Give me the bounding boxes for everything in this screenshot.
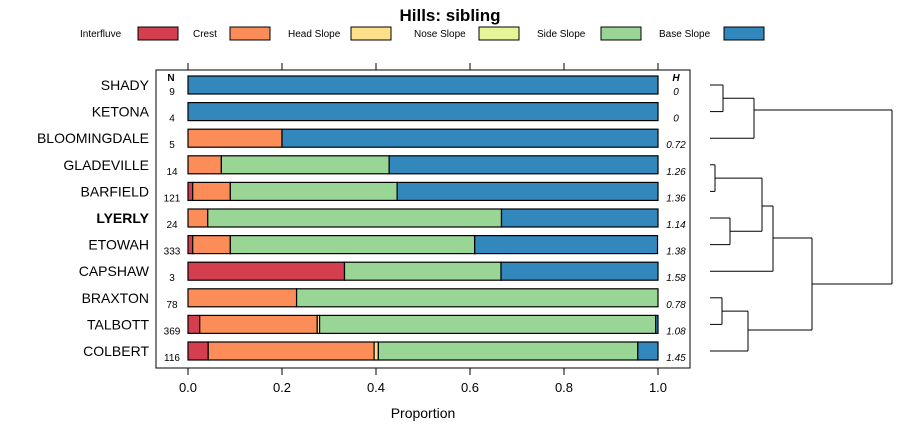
bar-segment-colbert-crest xyxy=(207,341,375,361)
bar-segment-colbert-base-slope xyxy=(637,341,659,361)
bar-segment-colbert-head-slope xyxy=(373,341,379,361)
bar-segment-lyerly-base-slope xyxy=(500,208,659,228)
h-value-talbott: 1.08 xyxy=(666,326,686,337)
n-value-etowah: 333 xyxy=(164,247,181,258)
n-value-shady: 9 xyxy=(169,87,175,98)
h-value-braxton: 0.78 xyxy=(666,300,686,311)
h-value-bloomingdale: 0.72 xyxy=(666,140,686,151)
h-value-barfield: 1.36 xyxy=(666,193,686,204)
bar-segment-lyerly-crest xyxy=(187,208,209,228)
bar-segment-lyerly-side-slope xyxy=(207,208,503,228)
y-axis-labels: SHADY KETONA BLOOMINGDALE GLADEVILLE BARFIEL… xyxy=(37,77,150,359)
row-label-bloomingdale: BLOOMINGDALE xyxy=(37,130,149,146)
n-value-gladeville: 14 xyxy=(166,167,178,178)
row-label-gladeville: GLADEVILLE xyxy=(63,157,149,173)
bar-segment-talbott-base-slope xyxy=(655,314,659,334)
bar-segment-barfield-base-slope xyxy=(396,181,659,201)
h-value-colbert: 1.45 xyxy=(666,353,686,364)
h-column-header: H xyxy=(672,73,680,84)
n-value-lyerly: 24 xyxy=(166,220,178,231)
bar-segment-etowah-base-slope xyxy=(474,235,659,255)
row-label-barfield: BARFIELD xyxy=(81,183,149,199)
plot-frame xyxy=(155,69,691,369)
bars xyxy=(187,75,659,361)
n-value-capshaw: 3 xyxy=(169,273,175,284)
n-value-colbert: 116 xyxy=(164,353,180,364)
bar-segment-talbott-side-slope xyxy=(319,314,657,334)
h-value-capshaw: 1.58 xyxy=(666,273,686,284)
x-axis: 0.0 0.2 0.4 0.6 0.8 1.0 xyxy=(179,63,667,395)
legend-label-head-slope: Head Slope xyxy=(288,29,341,40)
row-label-shady: SHADY xyxy=(101,77,150,93)
legend-swatch-crest xyxy=(229,26,271,41)
legend-swatch-base-slope xyxy=(723,26,765,41)
x-axis-label: Proportion xyxy=(391,405,456,421)
bar-segment-talbott-crest xyxy=(199,314,318,334)
n-value-braxton: 78 xyxy=(166,300,178,311)
bar-segment-gladeville-crest xyxy=(187,155,222,175)
bar-segment-etowah-side-slope xyxy=(229,235,476,255)
row-label-ketona: KETONA xyxy=(92,104,150,120)
legend-label-crest: Crest xyxy=(193,29,217,40)
n-column-header: N xyxy=(167,73,174,84)
legend-swatch-interfluve xyxy=(137,26,179,41)
n-value-bloomingdale: 5 xyxy=(169,140,175,151)
bar-segment-etowah-crest xyxy=(192,235,231,255)
legend-label-nose-slope: Nose Slope xyxy=(414,29,466,40)
bar-segment-braxton-crest xyxy=(187,288,298,308)
bar-segment-ketona-base-slope xyxy=(187,101,659,122)
bar-segment-capshaw-base-slope xyxy=(500,261,659,281)
x-tick-label: 1.0 xyxy=(649,380,667,395)
row-label-etowah: ETOWAH xyxy=(88,237,149,253)
x-tick-label: 0.4 xyxy=(367,380,385,395)
n-value-barfield: 121 xyxy=(164,193,181,204)
legend: Interfluve Crest Head Slope Nose Slope Side … xyxy=(80,26,765,41)
row-label-lyerly: LYERLY xyxy=(96,210,149,226)
bar-segment-etowah-interfluve xyxy=(187,235,194,255)
bar-segment-talbott-interfluve xyxy=(187,314,201,334)
bar-segment-bloomingdale-base-slope xyxy=(281,128,659,148)
x-tick-label: 0.2 xyxy=(273,380,291,395)
h-value-gladeville: 1.26 xyxy=(666,167,686,178)
row-label-talbott: TALBOTT xyxy=(87,316,149,332)
row-label-colbert: COLBERT xyxy=(83,343,149,359)
bar-segment-capshaw-interfluve xyxy=(187,261,346,281)
legend-label-side-slope: Side Slope xyxy=(537,29,586,40)
chart-title: Hills: sibling xyxy=(399,6,500,25)
row-label-braxton: BRAXTON xyxy=(82,290,149,306)
bar-segment-barfield-crest xyxy=(192,181,231,201)
h-value-shady: 0 xyxy=(673,87,679,98)
bar-segment-barfield-side-slope xyxy=(229,181,398,201)
row-label-capshaw: CAPSHAW xyxy=(79,263,150,279)
x-tick-label: 0.0 xyxy=(179,380,197,395)
bar-segment-bloomingdale-crest xyxy=(187,128,283,148)
legend-swatch-head-slope xyxy=(350,26,392,41)
x-tick-label: 0.6 xyxy=(461,380,479,395)
bar-segment-gladeville-base-slope xyxy=(388,155,659,175)
legend-label-interfluve: Interfluve xyxy=(80,29,122,40)
legend-swatch-nose-slope xyxy=(478,26,520,41)
bar-segment-gladeville-side-slope xyxy=(220,155,390,175)
bar-segment-colbert-side-slope xyxy=(377,341,639,361)
n-value-talbott: 369 xyxy=(164,326,181,337)
bar-segment-barfield-interfluve xyxy=(187,181,194,201)
h-value-lyerly: 1.14 xyxy=(666,220,686,231)
bar-segment-capshaw-side-slope xyxy=(343,261,502,281)
dendrogram xyxy=(710,84,893,352)
n-value-ketona: 4 xyxy=(169,114,175,125)
legend-label-base-slope: Base Slope xyxy=(659,29,711,40)
h-value-ketona: 0 xyxy=(673,114,679,125)
bar-segment-braxton-side-slope xyxy=(295,288,659,308)
bar-segment-colbert-interfluve xyxy=(187,341,209,361)
x-tick-label: 0.8 xyxy=(555,380,573,395)
bar-segment-shady-base-slope xyxy=(187,75,659,95)
h-value-etowah: 1.38 xyxy=(666,247,686,258)
legend-swatch-side-slope xyxy=(600,26,642,41)
h-values: 0 0 0.72 1.26 1.36 1.14 1.38 1.58 0.78 1.08 1.45 xyxy=(666,87,686,364)
